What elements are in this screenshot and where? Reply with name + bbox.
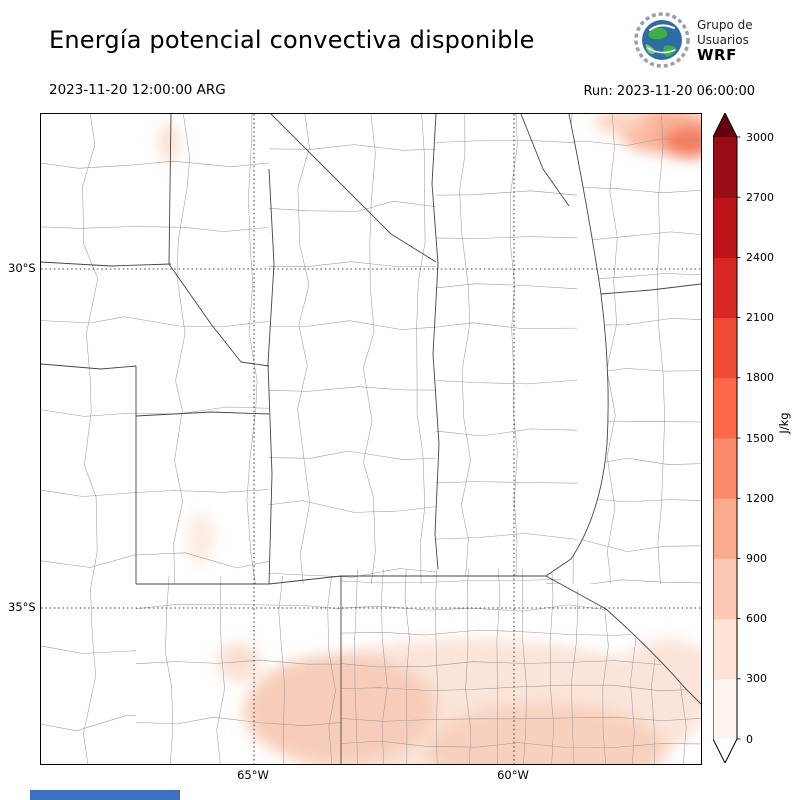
page-title: Energía potencial convectiva disponible — [49, 26, 535, 54]
colorbar-unit-label: J/kg — [777, 412, 791, 434]
colorbar-tick-labels: 3000 2700 2400 2100 1800 1500 1200 900 600 300 0 — [746, 113, 788, 763]
colorbar-tick-label: 1500 — [746, 431, 774, 445]
cape-shading-low-values — [160, 114, 701, 764]
wrf-logo: Grupo de Usuarios WRF — [634, 12, 753, 68]
lat-label-35s: 35°S — [8, 600, 36, 614]
wrf-logo-text: Grupo de Usuarios WRF — [697, 18, 753, 63]
colorbar-tick-label: 2100 — [746, 311, 774, 325]
argentina-map — [41, 114, 701, 764]
run-time-label: Run: 2023-11-20 06:00:00 — [583, 84, 755, 99]
logo-line-1: Grupo de — [697, 17, 753, 32]
valid-time-label: 2023-11-20 12:00:00 ARG — [49, 82, 226, 98]
lat-label-30s: 30°S — [8, 261, 36, 275]
colorbar-tick-label: 1800 — [746, 371, 774, 385]
map-canvas — [40, 113, 702, 765]
logo-line-3: WRF — [697, 45, 737, 64]
colorbar-tick-label: 600 — [746, 612, 767, 626]
colorbar-tick-label: 900 — [746, 551, 767, 565]
colorbar-tick-label: 300 — [746, 672, 767, 686]
footer-logo-bar — [30, 790, 180, 800]
lon-label-65w: 65°W — [237, 768, 269, 782]
province-boundaries — [41, 114, 701, 764]
colorbar-tick-label: 0 — [746, 732, 753, 746]
wrf-globe-icon — [634, 12, 690, 68]
colorbar — [713, 113, 741, 763]
colorbar-tick-label: 2700 — [746, 190, 774, 204]
colorbar-tick-label: 3000 — [746, 130, 774, 144]
logo-line-2: Usuarios — [697, 32, 749, 47]
colorbar-tick-label: 2400 — [746, 250, 774, 264]
graticule-dotted-lines — [41, 114, 701, 764]
lon-label-60w: 60°W — [497, 768, 529, 782]
colorbar-tick-label: 1200 — [746, 491, 774, 505]
